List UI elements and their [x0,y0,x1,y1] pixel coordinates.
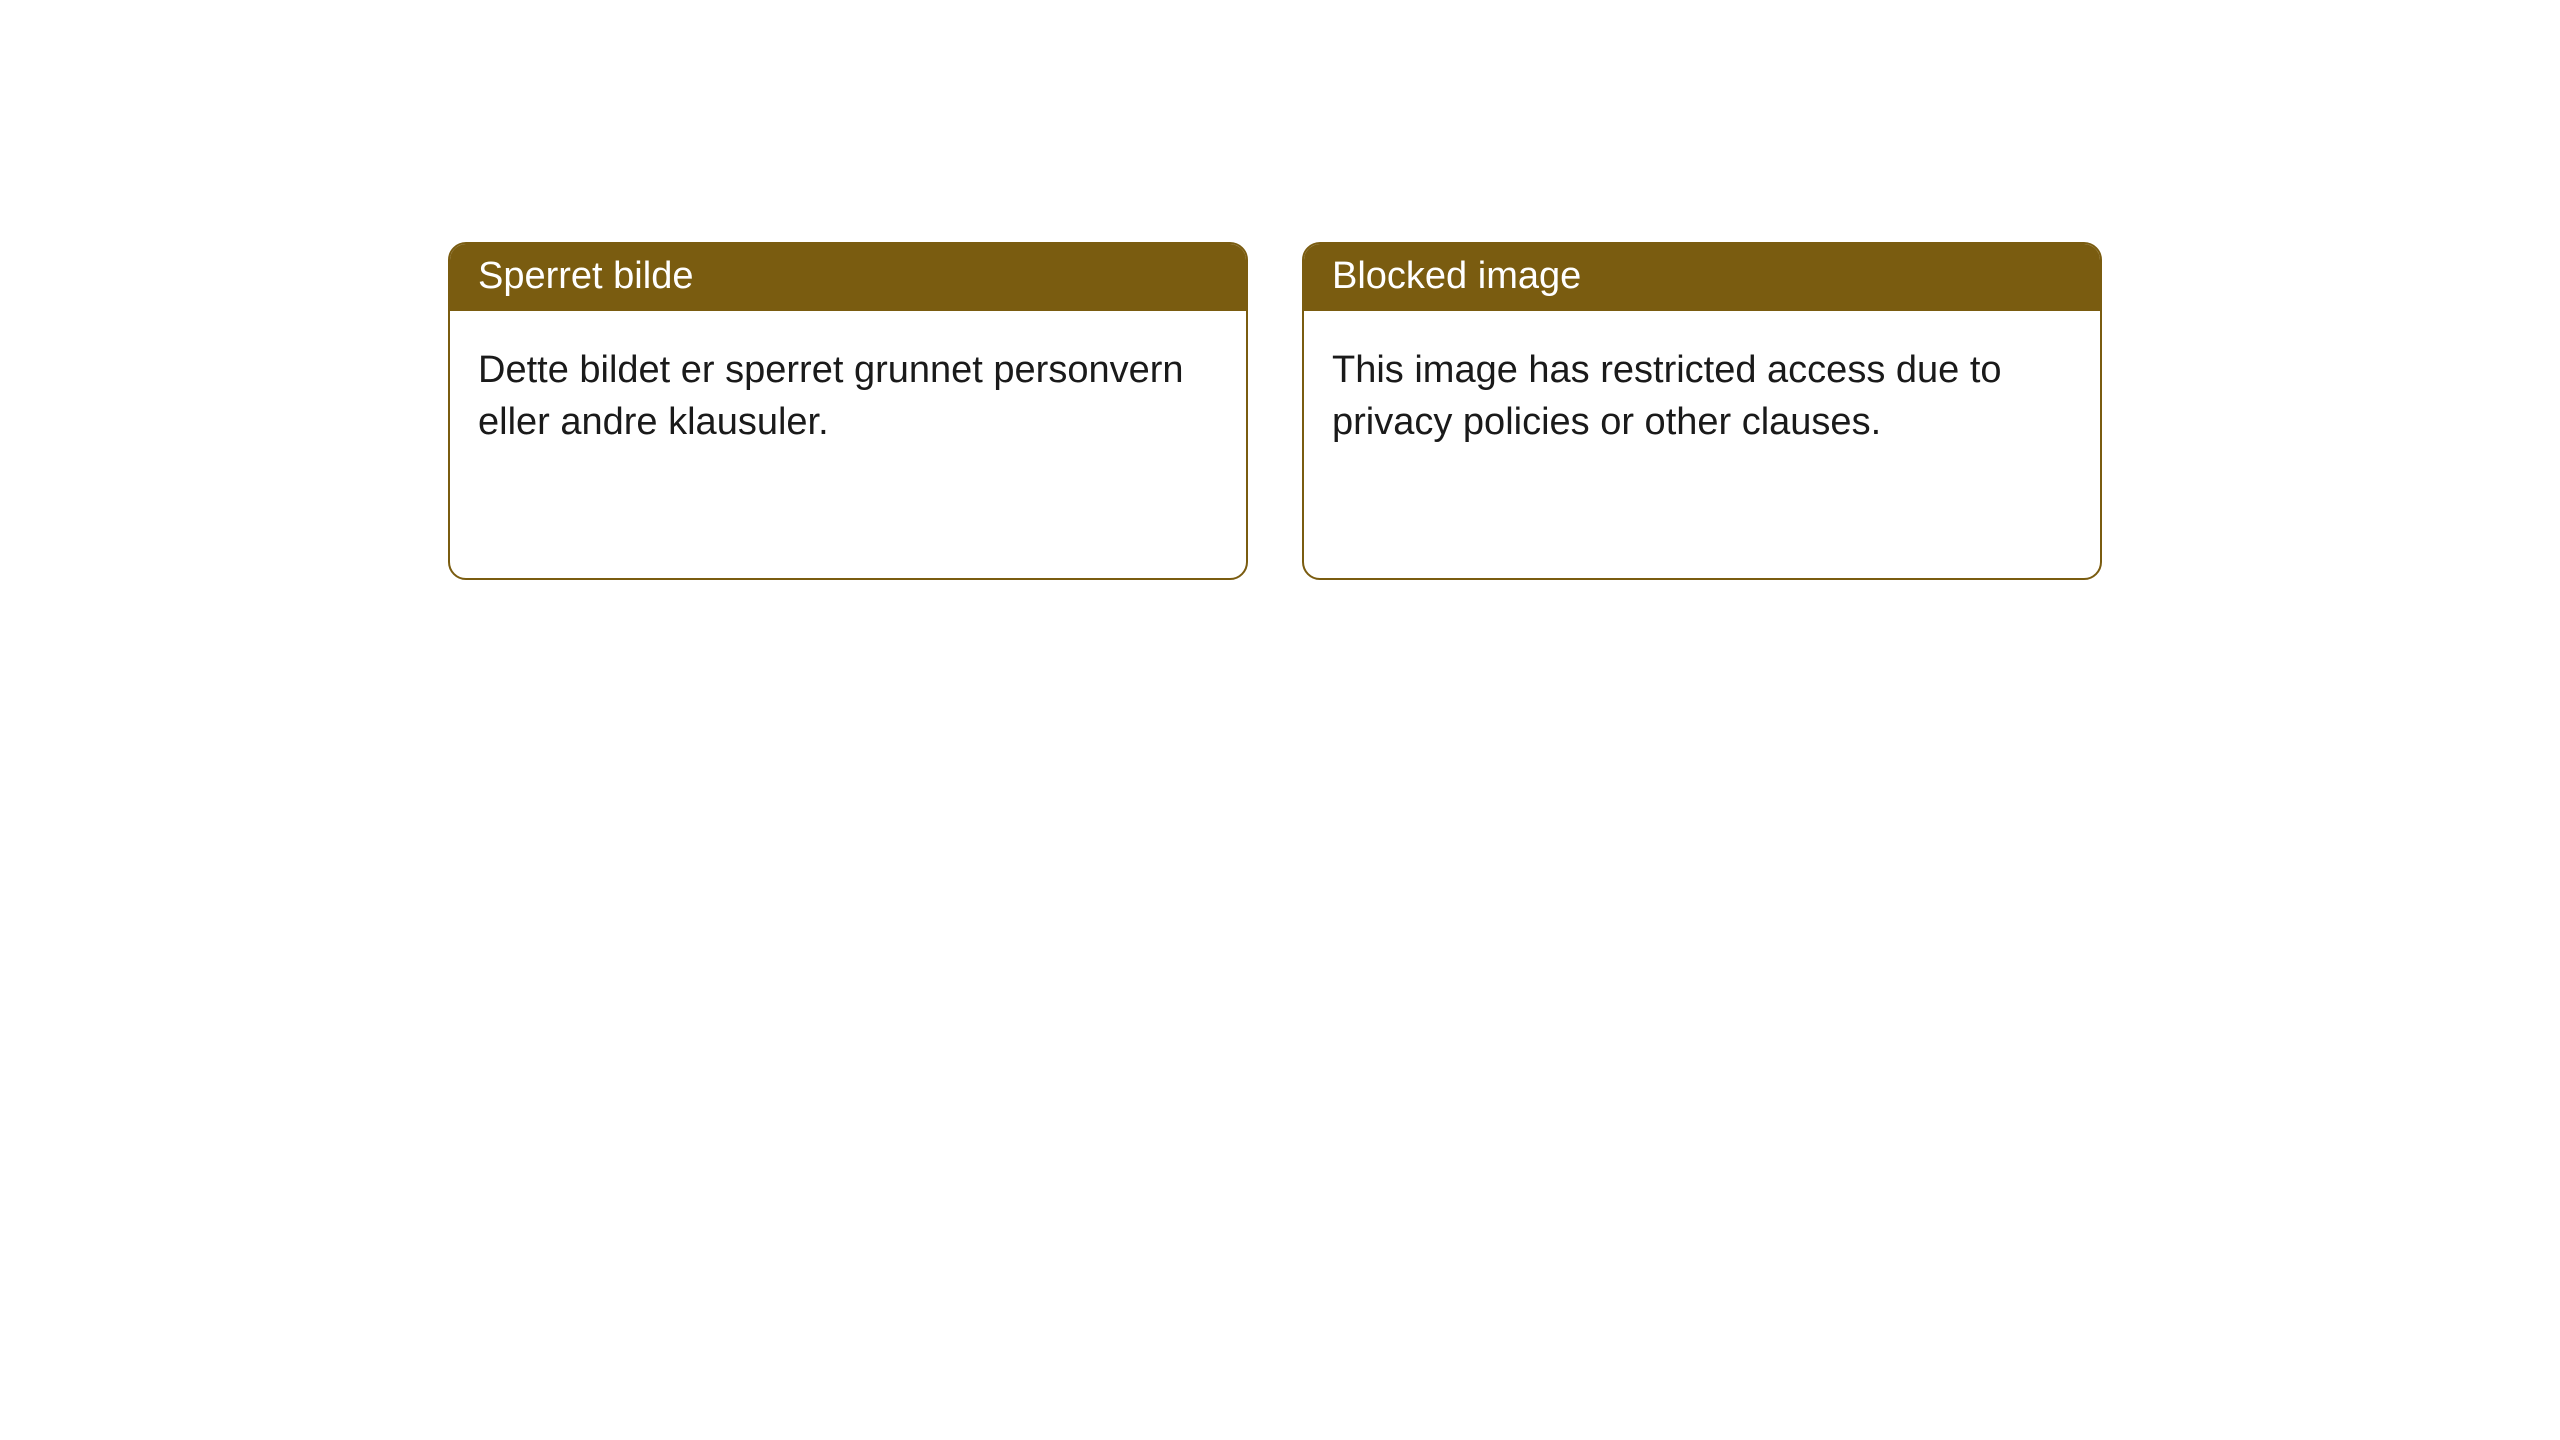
card-header-english: Blocked image [1304,244,2100,311]
notice-container: Sperret bilde Dette bildet er sperret gr… [0,0,2560,580]
card-body-english: This image has restricted access due to … [1304,311,2100,482]
card-body-norwegian: Dette bildet er sperret grunnet personve… [450,311,1246,482]
blocked-image-card-norwegian: Sperret bilde Dette bildet er sperret gr… [448,242,1248,580]
blocked-image-card-english: Blocked image This image has restricted … [1302,242,2102,580]
card-header-norwegian: Sperret bilde [450,244,1246,311]
